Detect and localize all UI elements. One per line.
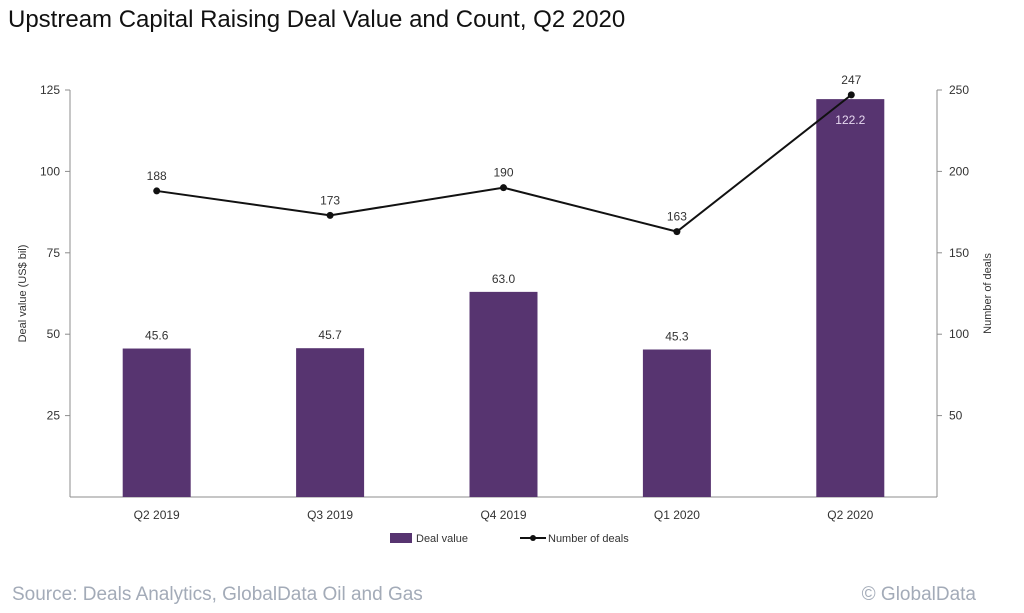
x-tick-label: Q2 2020 <box>827 508 873 522</box>
bar-deal-value <box>816 99 885 498</box>
line-data-label: 190 <box>493 166 513 180</box>
x-tick-label: Q4 2019 <box>480 508 526 522</box>
bar-deal-value <box>642 349 711 497</box>
legend-swatch-deal-value <box>390 533 412 543</box>
copyright-note: © GlobalData <box>861 584 976 605</box>
x-tick-label: Q1 2020 <box>654 508 700 522</box>
line-point <box>673 228 681 236</box>
y-axis-label: Deal value (US$ bil) <box>17 245 29 343</box>
bar-data-label: 45.3 <box>665 330 689 344</box>
bar-data-label: 122.2 <box>835 113 865 127</box>
line-data-label: 173 <box>320 193 340 207</box>
left-tick-label: 25 <box>47 409 61 423</box>
y2-axis-label: Number of deals <box>982 253 994 334</box>
chart-title: Upstream Capital Raising Deal Value and … <box>8 6 626 33</box>
line-point <box>153 187 161 195</box>
legend-label-number-of-deals: Number of deals <box>548 533 629 545</box>
x-tick-label: Q2 2019 <box>134 508 180 522</box>
left-tick-label: 75 <box>47 246 61 260</box>
line-data-label: 188 <box>147 169 167 183</box>
bar-data-label: 45.6 <box>145 329 169 343</box>
bar-deal-value <box>122 348 191 497</box>
line-point <box>500 184 507 192</box>
legend-label-deal-value: Deal value <box>416 533 468 545</box>
left-tick-label: 100 <box>40 164 60 178</box>
x-tick-label: Q3 2019 <box>307 508 353 522</box>
line-point <box>326 211 334 219</box>
right-tick-label: 200 <box>949 164 969 178</box>
line-number-of-deals <box>156 94 852 233</box>
line-point <box>847 91 855 99</box>
line-data-label: 247 <box>841 73 861 87</box>
bar-deal-value <box>469 291 538 497</box>
bar-data-label: 45.7 <box>318 328 342 342</box>
bar-deal-value <box>296 348 365 497</box>
left-tick-label: 125 <box>40 83 60 97</box>
legend-marker-number-of-deals <box>530 535 536 541</box>
bar-data-label: 63.0 <box>492 272 516 286</box>
source-note: Source: Deals Analytics, GlobalData Oil … <box>12 584 423 605</box>
left-tick-label: 50 <box>47 327 61 341</box>
right-tick-label: 150 <box>949 246 969 260</box>
line-data-label: 163 <box>667 210 687 224</box>
right-tick-label: 250 <box>949 83 969 97</box>
right-tick-label: 50 <box>949 409 963 423</box>
right-tick-label: 100 <box>949 327 969 341</box>
